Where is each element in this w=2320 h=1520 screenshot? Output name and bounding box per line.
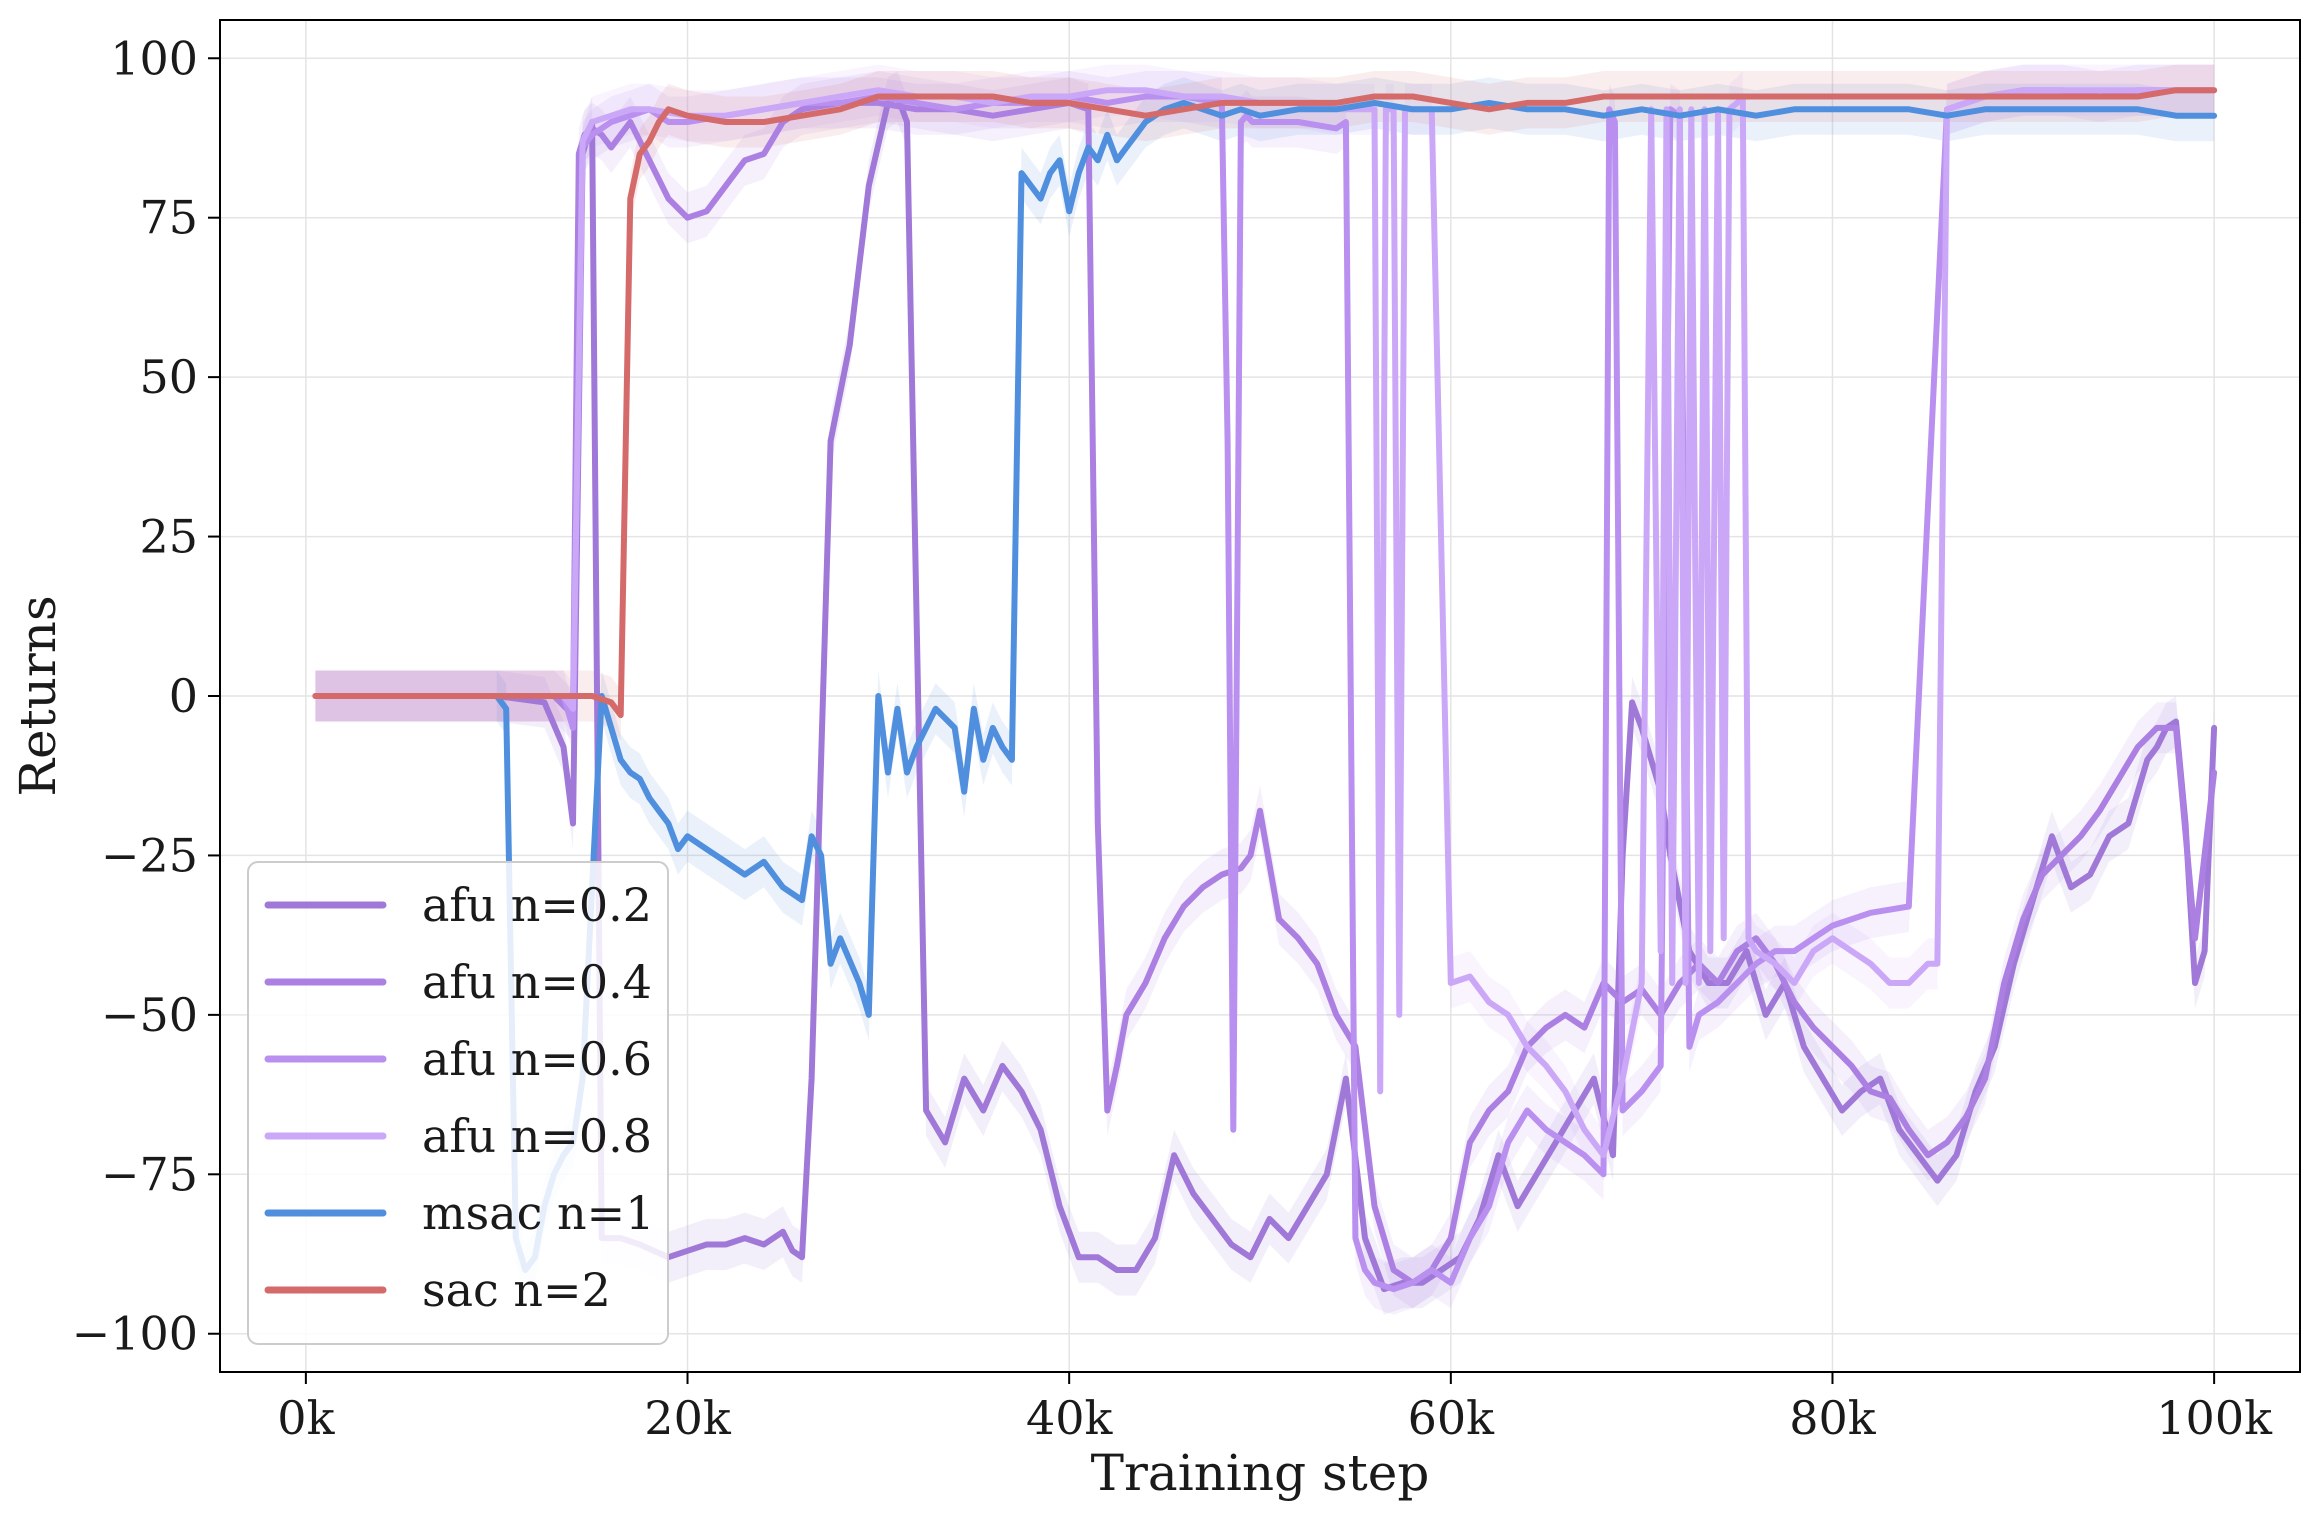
legend-label-5: msac n=1 bbox=[422, 1186, 654, 1240]
series-lines bbox=[312, 87, 2218, 1293]
confidence-bands bbox=[315, 64, 2215, 1315]
y-tick-label: −100 bbox=[72, 1307, 198, 1361]
series-band-3 bbox=[315, 64, 2215, 1315]
legend-items: afu n=0.2 afu n=0.4 afu n=0.6 afu n=0.8 msac… bbox=[264, 878, 654, 1317]
x-tick-label: 40k bbox=[1026, 1391, 1114, 1445]
legend: afu n=0.2 afu n=0.4 afu n=0.6 afu n=0.8 msac… bbox=[247, 861, 669, 1345]
y-tick-label: 25 bbox=[139, 510, 198, 564]
y-tick-label: −75 bbox=[101, 1147, 198, 1201]
x-tick-label: 20k bbox=[644, 1391, 732, 1445]
y-tick-label: 100 bbox=[110, 31, 198, 85]
series-line-5 bbox=[493, 99, 2218, 1273]
y-tick-label: 50 bbox=[139, 350, 198, 404]
x-tick-label: 80k bbox=[1789, 1391, 1877, 1445]
y-axis-ticks: 100 75 50 25 0 −25 −50 −75 −100 bbox=[72, 31, 220, 1361]
series-line-6 bbox=[312, 87, 2218, 719]
legend-label-4: afu n=0.8 bbox=[422, 1109, 652, 1163]
legend-label-6: sac n=2 bbox=[422, 1263, 611, 1317]
y-tick-label: −50 bbox=[101, 988, 198, 1042]
legend-label-1: afu n=0.2 bbox=[422, 878, 652, 932]
series-line-2 bbox=[312, 99, 2218, 1286]
y-axis-label: Returns bbox=[9, 595, 67, 796]
series-line-4 bbox=[312, 87, 2218, 1159]
gridlines bbox=[220, 20, 2300, 1372]
x-tick-label: 60k bbox=[1408, 1391, 1496, 1445]
legend-label-2: afu n=0.4 bbox=[422, 955, 652, 1009]
legend-label-3: afu n=0.6 bbox=[422, 1032, 652, 1086]
x-tick-label: 0k bbox=[277, 1391, 335, 1445]
series-line-1 bbox=[312, 93, 2218, 1293]
x-tick-label: 100k bbox=[2156, 1391, 2273, 1445]
y-tick-label: −25 bbox=[101, 828, 198, 882]
y-tick-label: 75 bbox=[139, 191, 198, 245]
series-band-6 bbox=[315, 64, 2215, 741]
x-axis-label: Training step bbox=[1091, 1444, 1430, 1502]
y-tick-label: 0 bbox=[169, 669, 198, 723]
x-axis-ticks: 0k 20k 40k 60k 80k 100k bbox=[277, 1372, 2273, 1445]
